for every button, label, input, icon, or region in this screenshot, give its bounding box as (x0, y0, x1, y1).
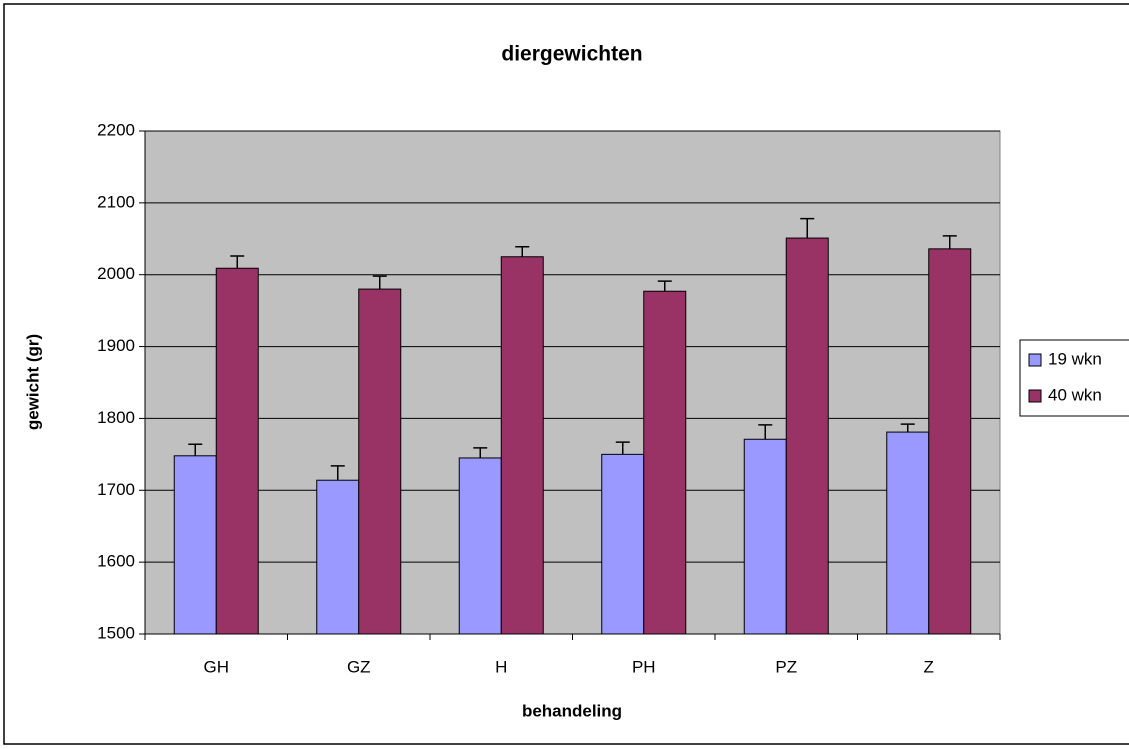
bar (928, 248, 972, 635)
bar (500, 256, 544, 635)
error-bar (372, 275, 387, 290)
y-tick-label: 2000 (97, 264, 135, 283)
x-tick-label: GH (204, 657, 230, 676)
error-bar (800, 217, 815, 239)
x-axis-label: behandeling (522, 701, 622, 720)
x-tick-label: GZ (347, 657, 371, 676)
x-tick-label: PZ (775, 657, 797, 676)
y-tick-label: 2200 (97, 120, 135, 139)
bar (173, 455, 217, 635)
y-tick-label: 1600 (97, 552, 135, 571)
error-bar (900, 423, 915, 433)
legend-label: 40 wkn (1048, 385, 1102, 404)
bar (215, 267, 259, 635)
chart-title: diergewichten (501, 43, 642, 66)
bar (743, 438, 787, 635)
y-tick-label: 1500 (97, 623, 135, 642)
bar (358, 288, 402, 635)
bar (643, 290, 687, 635)
legend-label: 19 wkn (1048, 349, 1102, 368)
bar (886, 431, 930, 635)
error-bar (230, 255, 245, 269)
error-bar (473, 447, 488, 458)
y-tick-label: 1900 (97, 336, 135, 355)
legend-swatch (1028, 389, 1042, 403)
legend-box (1019, 339, 1129, 417)
error-bar (758, 424, 773, 440)
error-bar (942, 235, 957, 249)
bar (458, 457, 502, 635)
x-tick-label: PH (632, 657, 656, 676)
y-axis-label: gewicht (gr) (23, 334, 42, 430)
bar (785, 237, 829, 635)
y-tick-label: 2100 (97, 192, 135, 211)
error-bar (657, 280, 672, 292)
y-tick-label: 1800 (97, 408, 135, 427)
error-bar (515, 245, 530, 257)
bar (601, 453, 645, 635)
y-tick-label: 1700 (97, 480, 135, 499)
error-bar (330, 465, 345, 481)
error-bar (188, 443, 203, 456)
plot-area (144, 130, 1001, 635)
x-tick-label: Z (924, 657, 934, 676)
bar (316, 479, 360, 635)
chart-border (3, 3, 1129, 745)
error-bar (615, 441, 630, 455)
x-tick-label: H (495, 657, 507, 676)
legend-swatch (1028, 353, 1042, 367)
